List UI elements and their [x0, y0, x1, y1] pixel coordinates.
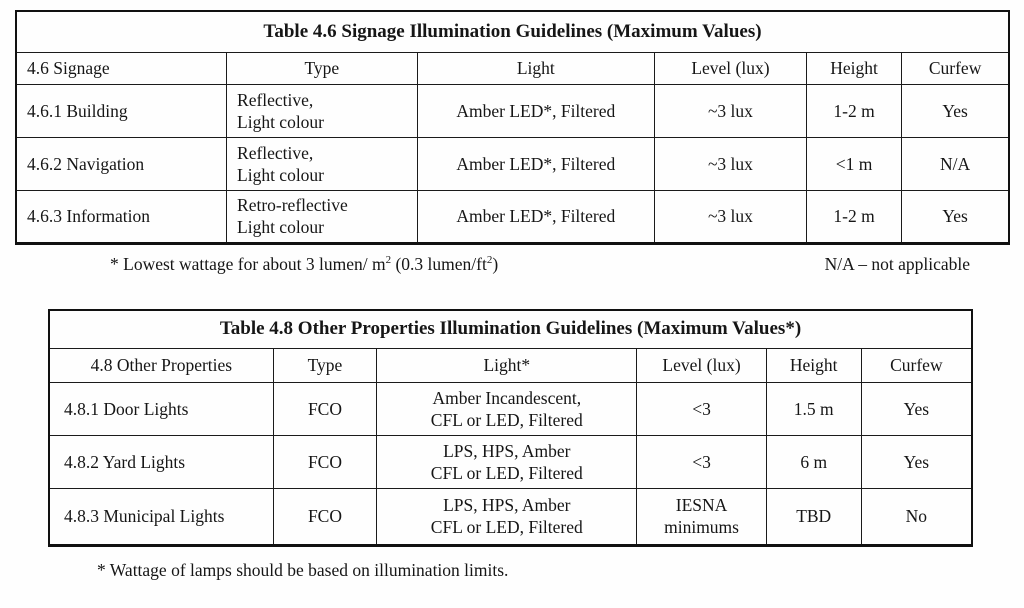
cell-item: 4.6.1 Building — [15, 83, 228, 138]
header-type: Type — [226, 51, 418, 85]
table-row-navigation: 4.6.2 Navigation Reflective, Light colou… — [15, 136, 1010, 191]
cell-item: 4.8.1 Door Lights — [48, 381, 274, 436]
type-line: Reflective, — [237, 142, 314, 163]
superscript: 2 — [385, 254, 392, 267]
type-line: Light colour — [237, 111, 325, 132]
table-4-6-title: Table 4.6 Signage Illumination Guideline… — [15, 10, 1010, 53]
cell-item: 4.8.2 Yard Lights — [48, 434, 274, 489]
cell-height: TBD — [765, 487, 862, 546]
cell-curfew: Yes — [901, 189, 1010, 244]
header-curfew: Curfew — [860, 347, 973, 383]
table-4-6-footnote: * Lowest wattage for about 3 lumen/ m2 (… — [110, 254, 970, 275]
footnote-na-definition: N/A – not applicable — [824, 254, 970, 274]
level-line: IESNA — [675, 495, 728, 515]
cell-curfew: No — [860, 487, 973, 546]
cell-light: LPS, HPS, Amber CFL or LED, Filtered — [376, 434, 638, 489]
header-level: Level (lux) — [636, 347, 767, 383]
cell-item: 4.8.3 Municipal Lights — [48, 487, 274, 546]
cell-level: <3 — [636, 434, 767, 489]
header-other-properties: 4.8 Other Properties — [48, 347, 274, 383]
light-line: LPS, HPS, Amber — [443, 495, 571, 515]
header-light: Light — [416, 51, 655, 85]
footnote-wattage: * Lowest wattage for about 3 lumen/ m2 (… — [110, 254, 498, 275]
cell-item: 4.6.2 Navigation — [15, 136, 228, 191]
cell-height: 1-2 m — [805, 189, 903, 244]
cell-curfew: Yes — [901, 83, 1010, 138]
cell-height: <1 m — [805, 136, 903, 191]
type-line: Reflective, — [237, 89, 314, 110]
cell-light: Amber LED*, Filtered — [416, 136, 655, 191]
cell-type: FCO — [272, 487, 378, 546]
superscript: 2 — [486, 254, 493, 267]
footnote-text: (0.3 lumen/ft — [391, 254, 487, 274]
cell-height: 1.5 m — [765, 381, 862, 436]
light-line: LPS, HPS, Amber — [443, 440, 571, 461]
cell-level: IESNA minimums — [636, 487, 767, 546]
table-4-8-other-properties: Table 4.8 Other Properties Illumination … — [48, 309, 973, 547]
cell-light: LPS, HPS, Amber CFL or LED, Filtered — [376, 487, 638, 546]
table-4-6-signage: Table 4.6 Signage Illumination Guideline… — [15, 10, 1010, 245]
cell-type: FCO — [272, 381, 378, 436]
cell-level: ~3 lux — [653, 83, 807, 138]
type-line: Light colour — [237, 164, 325, 185]
cell-type: Retro-reflective Light colour — [226, 189, 418, 244]
light-line: CFL or LED, Filtered — [430, 517, 583, 537]
table-row-yard-lights: 4.8.2 Yard Lights FCO LPS, HPS, Amber CF… — [48, 434, 973, 489]
header-signage: 4.6 Signage — [15, 51, 228, 85]
light-line: Amber Incandescent, — [432, 387, 582, 408]
table-row-municipal-lights: 4.8.3 Municipal Lights FCO LPS, HPS, Amb… — [48, 487, 973, 546]
cell-level: ~3 lux — [653, 136, 807, 191]
header-height: Height — [765, 347, 862, 383]
table-4-8-title-row: Table 4.8 Other Properties Illumination … — [48, 309, 973, 349]
level-line: <3 — [692, 451, 711, 472]
cell-type: Reflective, Light colour — [226, 83, 418, 138]
cell-height: 6 m — [765, 434, 862, 489]
table-4-8-title: Table 4.8 Other Properties Illumination … — [48, 309, 973, 349]
type-line: Retro-reflective — [237, 195, 348, 215]
cell-light: Amber LED*, Filtered — [416, 189, 655, 244]
light-line: CFL or LED, Filtered — [430, 409, 583, 430]
cell-item: 4.6.3 Information — [15, 189, 228, 244]
cell-light: Amber Incandescent, CFL or LED, Filtered — [376, 381, 638, 436]
header-type: Type — [272, 347, 378, 383]
cell-type: FCO — [272, 434, 378, 489]
cell-curfew: N/A — [901, 136, 1010, 191]
table-4-8-footnote: * Wattage of lamps should be based on il… — [97, 560, 509, 580]
footnote-text: * Lowest wattage for about 3 lumen/ m — [110, 254, 386, 274]
table-row-building: 4.6.1 Building Reflective, Light colour … — [15, 83, 1010, 138]
cell-curfew: Yes — [860, 381, 973, 436]
footnote-text: ) — [492, 254, 499, 274]
cell-light: Amber LED*, Filtered — [416, 83, 655, 138]
type-line: Light colour — [237, 217, 325, 237]
table-row-door-lights: 4.8.1 Door Lights FCO Amber Incandescent… — [48, 381, 973, 436]
header-height: Height — [805, 51, 903, 85]
header-light: Light* — [376, 347, 638, 383]
table-4-8-header-row: 4.8 Other Properties Type Light* Level (… — [48, 347, 973, 383]
level-line: <3 — [692, 398, 711, 419]
cell-curfew: Yes — [860, 434, 973, 489]
cell-level: <3 — [636, 381, 767, 436]
header-level: Level (lux) — [653, 51, 807, 85]
light-line: CFL or LED, Filtered — [430, 462, 583, 483]
level-line: minimums — [664, 517, 739, 537]
cell-height: 1-2 m — [805, 83, 903, 138]
cell-type: Reflective, Light colour — [226, 136, 418, 191]
table-4-6-header-row: 4.6 Signage Type Light Level (lux) Heigh… — [15, 51, 1010, 85]
cell-level: ~3 lux — [653, 189, 807, 244]
table-4-6-title-row: Table 4.6 Signage Illumination Guideline… — [15, 10, 1010, 53]
table-row-information: 4.6.3 Information Retro-reflective Light… — [15, 189, 1010, 244]
header-curfew: Curfew — [901, 51, 1010, 85]
